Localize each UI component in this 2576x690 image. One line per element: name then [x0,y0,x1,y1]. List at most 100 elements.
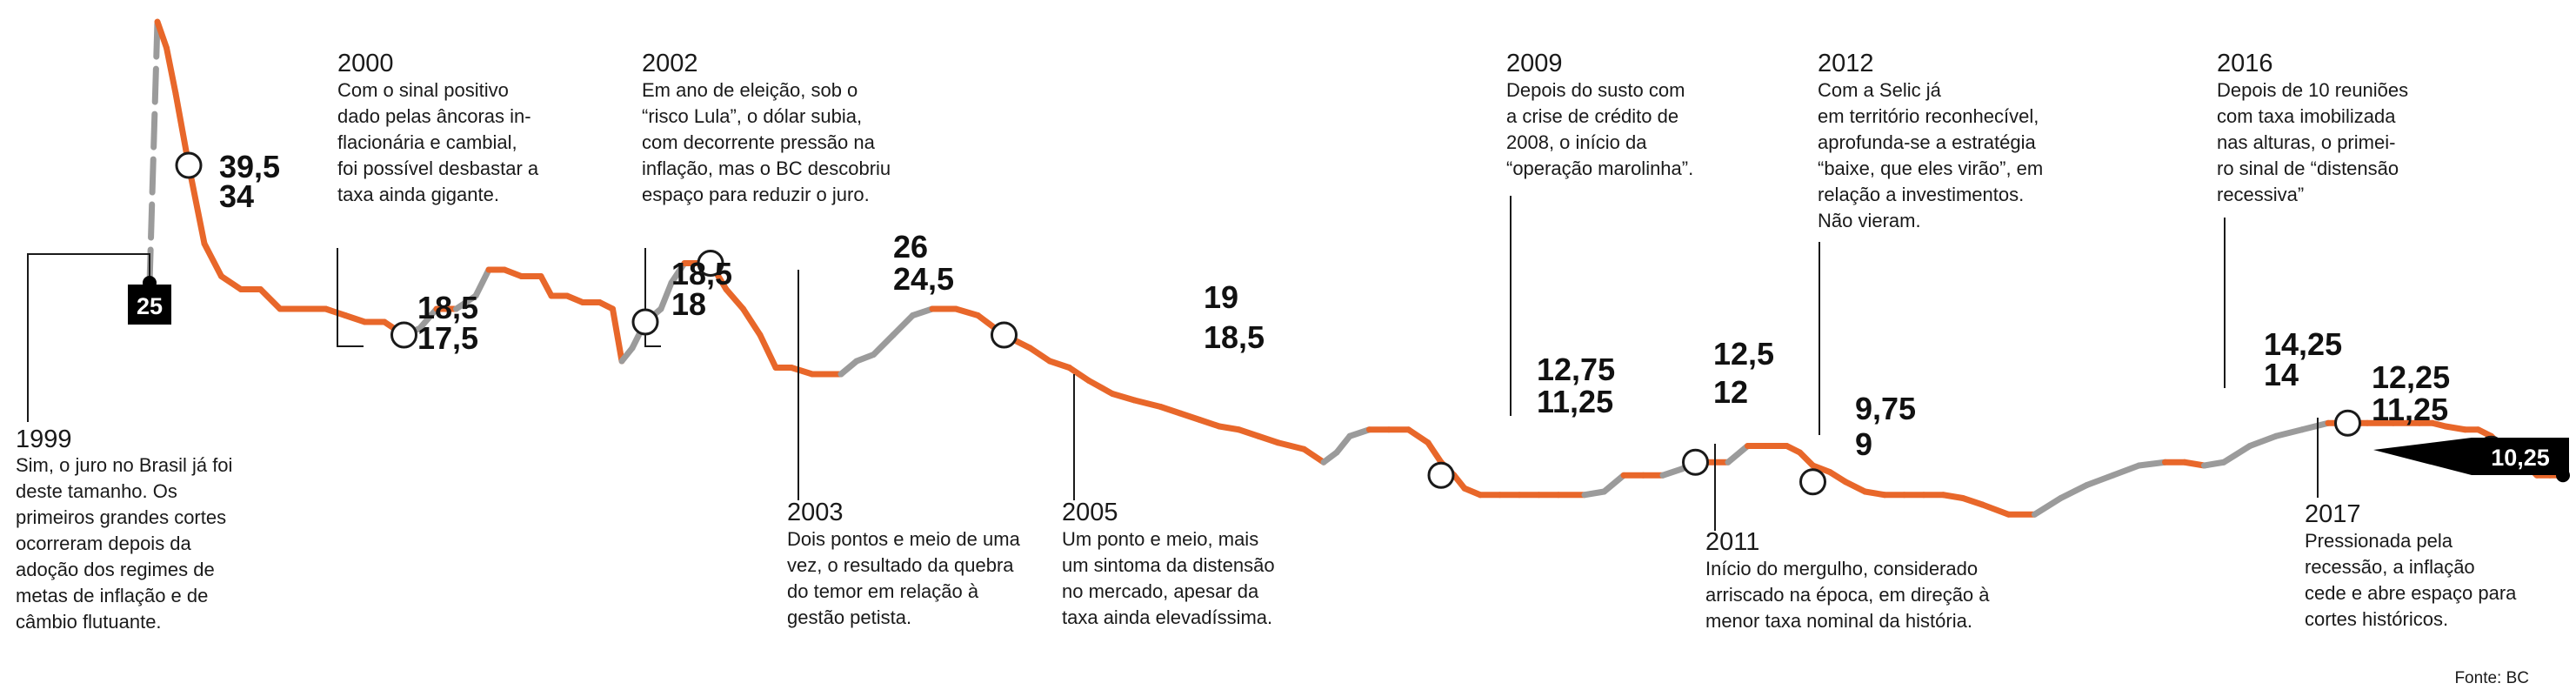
rate-segment-rising [1333,432,1353,456]
rate-segment-falling [201,240,224,279]
annotation-line: câmbio flutuante. [16,611,162,633]
leader-line-2 [644,248,661,347]
source-note: Fonte: BC [2454,669,2529,687]
annotation-2016-year: 2016 [2217,50,2273,77]
value-label-9-top: 12,25 [2372,359,2450,395]
rate-segment-falling [1842,479,1868,495]
annotation-2017: 2017 Pressionada pela recessão, a inflaç… [2305,500,2517,630]
annotation-line: dado pelas âncoras in- [337,105,531,127]
rate-markers [143,151,2570,496]
annotation-line: ro sinal de “distensão [2217,157,2399,179]
rate-segment-falling [1979,501,2012,518]
annotation-2017-year: 2017 [2305,500,2361,528]
annotation-2009: 2009 Depois do susto com a crise de créd… [1506,50,1693,179]
rate-segment-rising [1659,466,1685,479]
rate-segment-rising [2058,482,2090,501]
annotation-2002-year: 2002 [642,50,698,77]
rate-segment-rising [2246,432,2279,449]
annotation-line: do temor em relação à [787,580,979,602]
value-label-6-top: 12,5 [1713,336,1774,372]
rate-segment-rising [871,332,897,358]
value-label-6: 12,5 12 [1713,336,1774,410]
leader-line-1 [337,248,364,347]
rate-marker-6 [1682,448,1709,476]
annotation-line: Pressionada pela [2305,530,2453,552]
annotation-line: cede e abre espaço para [2305,582,2517,604]
annotation-line: aprofunda-se a estratégia [1818,131,2036,153]
annotation-2012-year: 2012 [1818,50,1874,77]
annotation-2009-year: 2009 [1506,50,1563,77]
annotation-line: Com a Selic já [1818,79,1942,101]
end-value-box: 10,25 [2373,438,2569,475]
value-label-3-bottom: 24,5 [893,261,954,297]
annotation-line: Com o sinal positivo [337,79,509,101]
rate-segment-rising [2299,419,2332,433]
annotation-2000-year: 2000 [337,50,394,77]
annotation-line: primeiros grandes cortes [16,506,226,528]
annotation-line: metas de inflação e de [16,585,208,606]
value-label-2-top: 18,5 [671,256,732,291]
rate-segment-rising [2136,459,2168,469]
rate-segment-rising [1581,488,1607,499]
value-label-4: 19 18,5 [1204,279,1265,355]
annotation-line: um sintoma da distensão [1062,554,1275,576]
annotation-2011-year: 2011 [1705,528,1759,556]
rate-segment-falling [1275,439,1307,452]
value-label-1-top: 18,5 [417,290,478,325]
rate-segment-falling [757,332,779,371]
value-label-0-bottom: 34 [219,178,254,214]
rate-segment-falling [218,273,244,292]
rate-marker-8 [2334,409,2361,437]
rate-segment-rising [2110,462,2142,479]
value-label-2: 18,5 18 [671,256,732,322]
rate-marker-7 [1799,468,1826,496]
value-label-4-bottom: 18,5 [1204,319,1265,355]
annotation-2016: 2016 Depois de 10 reuniões com taxa imob… [2217,50,2408,205]
rate-segment-falling [1085,378,1116,397]
annotation-line: Não vieram. [1818,210,1921,231]
value-label-1: 18,5 17,5 [417,290,478,356]
rate-segment-rising [453,292,479,312]
annotation-line: Sim, o juro no Brasil já foi [16,454,232,476]
annotation-line: “risco Lula”, o dólar subia, [642,105,862,127]
rate-segment-falling [1027,345,1053,365]
annotation-line: adoção dos regimes de [16,559,215,580]
annotation-line: deste tamanho. Os [16,480,177,502]
rate-segment-falling [537,273,555,299]
annotation-1999-year: 1999 [16,425,72,453]
annotation-line: no mercado, apesar da [1062,580,1259,602]
rate-segment-rising [2032,495,2064,518]
value-label-0-top: 39,5 [219,149,280,184]
annotation-line: Em ano de eleição, sob o [642,79,858,101]
rate-segment-rising [910,305,936,318]
rate-segment-falling [1197,417,1223,430]
annotation-line: foi possível desbastar a [337,157,539,179]
leader-line-0 [27,253,150,422]
annotation-2012: 2012 Com a Selic já em território reconh… [1818,50,2043,231]
annotation-2011: 2011 Início do mergulho, considerado arr… [1705,528,1990,632]
rate-marker-3 [697,250,724,277]
value-label-3: 26 24,5 [893,229,954,297]
rate-segment-rising [1725,443,1751,466]
rate-segment-rising [2220,443,2253,466]
rate-segment-falling [1216,423,1242,433]
value-label-9-bottom: 11,25 [2372,392,2448,427]
rate-segment-falling [1046,358,1072,371]
rate-marker-0 [175,151,203,179]
rate-segment-falling [2442,423,2468,433]
annotation-line: Início do mergulho, considerado [1705,558,1978,579]
rate-segment-rising [2272,426,2306,439]
value-label-6-bottom: 12 [1713,374,1748,410]
annotation-line: menor taxa nominal da história. [1705,610,1972,632]
rate-segment-rising [1346,426,1372,439]
value-label-9: 12,25 11,25 [2372,359,2450,427]
rate-segment-falling [1301,445,1327,466]
annotation-line: arriscado na época, em direção à [1705,584,1990,606]
rate-segment-falling [342,312,368,325]
value-label-8-bottom: 14 [2264,357,2299,392]
annotation-line: relação a investimentos. [1818,184,2024,205]
rate-segment-falling [1940,492,1966,501]
annotation-line: Um ponto e meio, mais [1062,528,1258,550]
value-label-5: 12,75 11,25 [1537,352,1615,419]
